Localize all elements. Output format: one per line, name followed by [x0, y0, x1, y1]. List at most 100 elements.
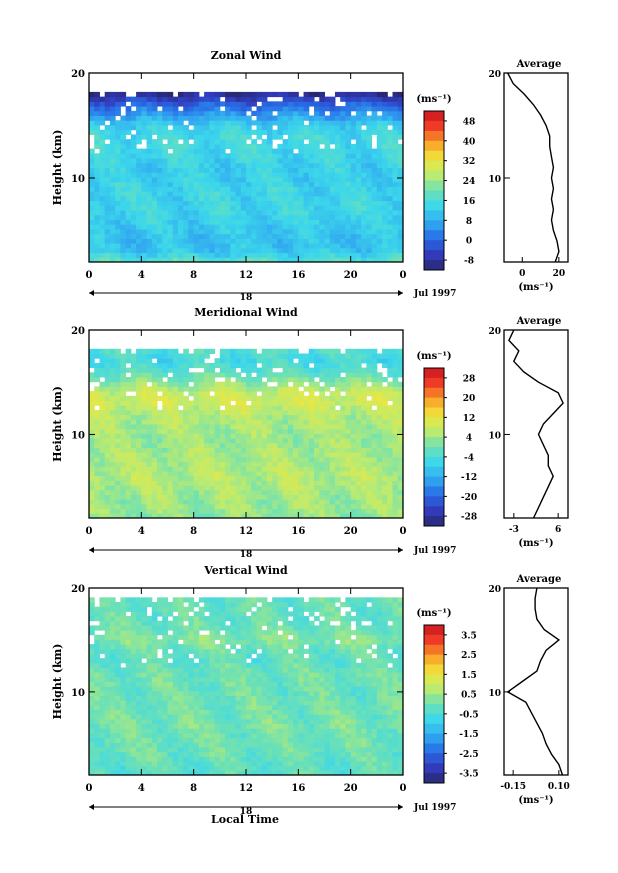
heatmap-cell	[136, 648, 142, 654]
heatmap-cell	[334, 503, 341, 510]
heatmap-cell	[209, 252, 216, 258]
heatmap-cell	[172, 200, 179, 206]
heatmap-cell	[225, 480, 231, 486]
heatmap-cell	[125, 606, 132, 612]
heatmap-cell	[188, 247, 195, 254]
heatmap-cell	[136, 134, 142, 140]
heatmap-cell	[172, 348, 179, 354]
heatmap-cell	[240, 101, 247, 107]
heatmap-cell	[298, 480, 305, 486]
heatmap-cell	[162, 681, 168, 687]
heatmap-cell	[230, 414, 237, 420]
heatmap-cell	[350, 101, 357, 107]
heatmap-cell	[89, 746, 95, 753]
heatmap-cell	[151, 372, 158, 378]
heatmap-cell	[319, 200, 325, 206]
heatmap-cell	[136, 695, 142, 701]
heatmap-cell	[136, 247, 142, 254]
heatmap-cell	[277, 513, 284, 519]
heatmap-cell	[120, 616, 127, 622]
heatmap-cell	[172, 391, 179, 397]
heatmap-cell	[120, 139, 127, 145]
heatmap-cell	[266, 442, 273, 448]
heatmap-cell	[99, 247, 106, 254]
heatmap-cell	[392, 400, 399, 406]
heatmap-cell	[214, 480, 221, 486]
heatmap-cell	[350, 494, 357, 500]
heatmap-cell	[319, 247, 325, 254]
heatmap-cell	[99, 742, 106, 748]
heatmap-cell	[392, 461, 399, 467]
heatmap-cell	[136, 746, 142, 753]
heatmap-cell	[235, 362, 242, 369]
heatmap-cell	[350, 176, 357, 183]
heatmap-cell	[204, 148, 210, 154]
heatmap-cell	[162, 400, 168, 406]
heatmap-cell	[120, 257, 127, 263]
heatmap-cell	[303, 167, 310, 173]
heatmap-cell	[162, 447, 168, 453]
heatmap-cell	[130, 243, 137, 249]
heatmap-cell	[151, 148, 158, 154]
heatmap-cell	[151, 143, 158, 150]
heatmap-cell	[219, 228, 226, 235]
heatmap-cell	[387, 353, 394, 359]
heatmap-cell	[329, 381, 336, 387]
heatmap-cell	[282, 442, 289, 448]
heatmap-cell	[235, 228, 242, 235]
heatmap-cell	[345, 143, 352, 150]
heatmap-cell	[266, 162, 273, 168]
heatmap-cell	[350, 438, 357, 444]
heatmap-cell	[151, 461, 158, 467]
heatmap-cell	[193, 353, 200, 359]
heatmap-cell	[151, 424, 158, 430]
heatmap-cell	[104, 362, 111, 369]
heatmap-cell	[345, 391, 352, 397]
heatmap-cell	[387, 452, 394, 458]
heatmap-cell	[136, 233, 142, 239]
heatmap-cell	[183, 381, 189, 387]
heatmap-cell	[115, 765, 121, 771]
heatmap-cell	[240, 210, 247, 216]
heatmap-cell	[151, 115, 158, 121]
heatmap-cell	[157, 91, 163, 98]
heatmap-cell	[355, 489, 362, 495]
heatmap-cell	[172, 115, 179, 121]
colorbar-tick-label: 8	[466, 217, 472, 227]
heatmap-cell	[219, 158, 226, 164]
heatmap-cell	[361, 247, 367, 254]
heatmap-cell	[287, 438, 294, 444]
heatmap-cell	[130, 358, 137, 364]
heatmap-cell	[319, 475, 325, 481]
heatmap-cell	[329, 508, 336, 514]
heatmap-cell	[366, 513, 373, 519]
heatmap-cell	[193, 409, 200, 416]
heatmap-cell	[146, 625, 153, 631]
heatmap-cell	[324, 243, 331, 249]
heatmap-cell	[99, 181, 106, 187]
heatmap-cell	[94, 362, 100, 369]
heatmap-cell	[266, 110, 273, 117]
heatmap-cell	[251, 120, 257, 126]
heatmap-cell	[314, 224, 320, 230]
heatmap-cell	[172, 718, 179, 725]
heatmap-cell	[251, 377, 257, 383]
heatmap-cell	[162, 616, 168, 622]
heatmap-cell	[89, 611, 95, 617]
average-y-tick-label: 10	[488, 175, 501, 185]
heatmap-cell	[251, 214, 257, 220]
heatmap-cell	[120, 760, 127, 767]
heatmap-cell	[204, 101, 210, 107]
heatmap-cell	[99, 162, 106, 168]
heatmap-cell	[183, 257, 189, 263]
heatmap-cell	[104, 228, 111, 235]
heatmap-cell	[183, 723, 189, 729]
heatmap-cell	[183, 176, 189, 183]
heatmap-cell	[130, 751, 137, 757]
heatmap-cell	[198, 115, 205, 121]
heatmap-cell	[130, 653, 137, 659]
heatmap-cell	[397, 110, 404, 117]
heatmap-cell	[94, 662, 100, 668]
heatmap-cell	[183, 438, 189, 444]
heatmap-cell	[151, 485, 158, 491]
